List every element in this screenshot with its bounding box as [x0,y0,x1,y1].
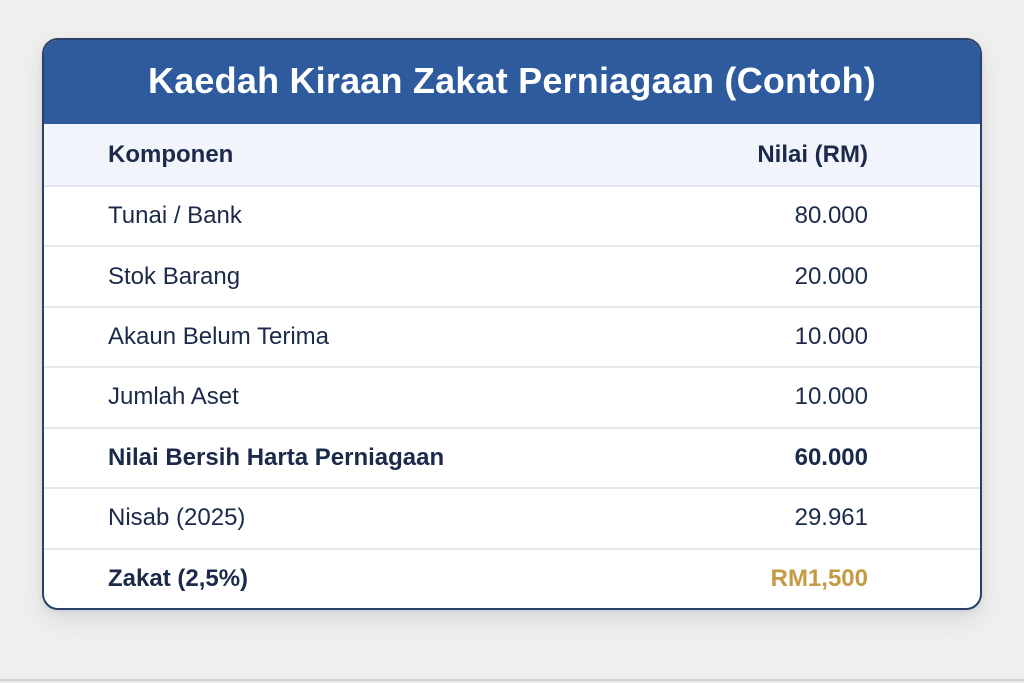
row-label: Tunai / Bank [108,202,242,230]
row-value: 29.961 [794,504,868,532]
table-row: Tunai / Bank 80.000 [44,187,980,248]
row-label: Stok Barang [108,262,241,290]
table-row: Akaun Belum Terima 10.000 [44,308,980,369]
table-row: Nilai Bersih Harta Perniagaan 60.000 [44,429,980,490]
bottom-edge-divider [0,679,1024,683]
row-value: 10.000 [794,383,868,411]
table-row: Zakat (2,5%) RM1,500 [44,550,980,608]
row-value: RM1,500 [770,564,868,592]
row-label: Zakat (2,5%) [108,564,249,592]
card-header: Kaedah Kiraan Zakat Perniagaan (Contoh) [44,40,980,124]
column-header-komponen: Komponen [108,140,234,168]
row-label: Nisab (2025) [108,504,246,532]
row-value: 10.000 [794,323,868,351]
row-value: 60.000 [794,443,868,471]
row-value: 80.000 [794,202,868,230]
table-row: Stok Barang 20.000 [44,247,980,308]
column-header-nilai: Nilai (RM) [757,140,868,168]
zakat-calculation-card: Kaedah Kiraan Zakat Perniagaan (Contoh) … [42,38,982,610]
row-label: Akaun Belum Terima [108,323,329,351]
table-row: Nisab (2025) 29.961 [44,489,980,550]
page-title: Kaedah Kiraan Zakat Perniagaan (Contoh) [148,60,876,101]
row-label: Jumlah Aset [108,383,239,411]
row-value: 20.000 [794,262,868,290]
table-row: Jumlah Aset 10.000 [44,368,980,429]
row-label: Nilai Bersih Harta Perniagaan [108,443,445,471]
table-header-row: Komponen Nilai (RM) [44,124,980,187]
table-body: Tunai / Bank 80.000 Stok Barang 20.000 A… [44,187,980,608]
